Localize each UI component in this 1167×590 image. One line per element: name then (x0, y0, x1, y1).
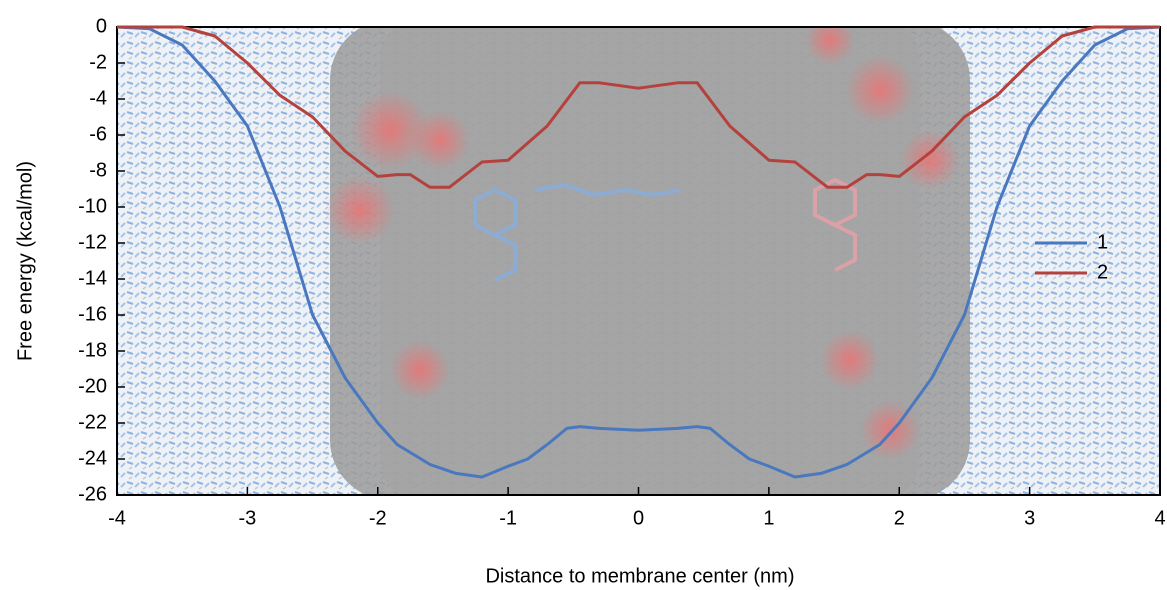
x-tick-label: -3 (238, 507, 256, 529)
y-tick-label: -10 (78, 195, 107, 217)
x-tick-label: -1 (499, 507, 517, 529)
x-tick-label: -2 (369, 507, 387, 529)
x-tick-label: 4 (1154, 507, 1165, 529)
series-line (116, 25, 1161, 479)
y-tick-label: -24 (78, 447, 107, 469)
y-tick-label: -2 (89, 51, 107, 73)
y-tick-label: -14 (78, 267, 107, 289)
y-tick-label: -16 (78, 303, 107, 325)
x-axis-label: Distance to membrane center (nm) (485, 565, 794, 587)
series-line (117, 25, 1160, 189)
x-tick-label: 2 (894, 507, 905, 529)
legend-label: 2 (1097, 261, 1108, 283)
x-tick-label: 3 (1024, 507, 1035, 529)
y-axis-label: Free energy (kcal/mol) (14, 161, 36, 361)
y-tick-label: 0 (96, 15, 107, 37)
x-tick-label: 0 (633, 507, 644, 529)
y-tick-label: -20 (78, 375, 107, 397)
y-tick-label: -22 (78, 411, 107, 433)
y-tick-label: -26 (78, 483, 107, 505)
y-tick-label: -12 (78, 231, 107, 253)
legend-label: 1 (1097, 231, 1108, 253)
y-tick-label: -6 (89, 123, 107, 145)
y-tick-label: -8 (89, 159, 107, 181)
x-tick-label: -4 (108, 507, 126, 529)
y-tick-label: -18 (78, 339, 107, 361)
y-tick-label: -4 (89, 87, 107, 109)
x-tick-label: 1 (763, 507, 774, 529)
background-image (117, 27, 1160, 495)
